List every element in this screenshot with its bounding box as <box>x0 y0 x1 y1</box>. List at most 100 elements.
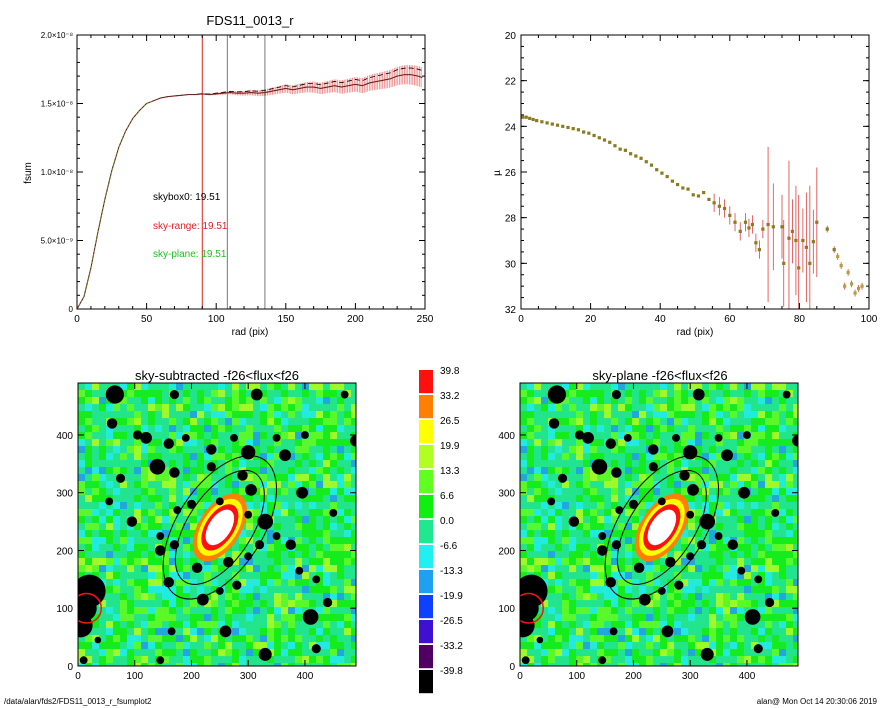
map-pixel <box>99 488 107 496</box>
map-pixel <box>120 642 128 650</box>
map-pixel <box>541 418 549 426</box>
map-pixel <box>569 390 577 398</box>
map-pixel <box>106 502 114 510</box>
map-pixel <box>155 593 163 601</box>
y-tick-label: 2.0×10⁻⁸ <box>41 31 73 40</box>
map-pixel <box>225 418 233 426</box>
map-pixel <box>716 551 724 559</box>
map-pixel <box>106 404 114 412</box>
map-pixel <box>583 488 591 496</box>
map-pixel <box>583 516 591 524</box>
map-pixel <box>625 593 633 601</box>
map-pixel <box>141 418 149 426</box>
map-pixel <box>99 404 107 412</box>
mu-point <box>639 156 643 160</box>
map-pixel <box>302 593 310 601</box>
map-pixel <box>316 565 324 573</box>
map-pixel <box>253 551 261 559</box>
map-pixel <box>709 481 717 489</box>
map-pixel <box>702 572 710 580</box>
map-pixel <box>548 509 556 517</box>
map-pixel <box>569 586 577 594</box>
map-pixel <box>183 649 191 657</box>
mu-point <box>722 206 727 211</box>
map-pixel <box>141 488 149 496</box>
map-pixel <box>520 425 528 433</box>
map-pixel <box>737 586 745 594</box>
map-pixel <box>92 656 100 664</box>
map-pixel <box>716 544 724 552</box>
map-pixel <box>239 572 247 580</box>
x-tick-label: 400 <box>739 671 756 682</box>
map-pixel <box>751 460 759 468</box>
map-pixel <box>611 621 619 629</box>
map-pixel <box>120 537 128 545</box>
map-pixel <box>793 523 798 531</box>
map-pixel <box>716 425 724 433</box>
map-pixel <box>576 530 584 538</box>
map-pixel <box>590 593 598 601</box>
map-pixel <box>148 523 156 531</box>
map-pixel <box>639 586 647 594</box>
map-pixel <box>534 649 542 657</box>
map-pixel <box>260 425 268 433</box>
map-pixel <box>113 621 121 629</box>
map-pixel <box>141 467 149 475</box>
map-pixel <box>779 481 787 489</box>
map-pixel <box>723 418 731 426</box>
map-pixel <box>660 446 668 454</box>
y-tick-label: 200 <box>56 546 73 557</box>
masked-source <box>792 434 798 447</box>
map-pixel <box>162 565 170 573</box>
map-pixel <box>183 607 191 615</box>
map-pixel <box>688 474 696 482</box>
map-pixel <box>667 579 675 587</box>
map-pixel <box>583 600 591 608</box>
map-pixel <box>576 593 584 601</box>
map-pixel <box>590 404 598 412</box>
map-pixel <box>765 523 773 531</box>
map-pixel <box>190 495 198 503</box>
map-pixel <box>225 439 233 447</box>
map-pixel <box>267 411 275 419</box>
map-pixel <box>667 383 675 391</box>
map-pixel <box>702 383 710 391</box>
map-pixel <box>555 572 563 580</box>
map-pixel <box>330 404 338 412</box>
map-pixel <box>660 432 668 440</box>
map-pixel <box>527 649 535 657</box>
map-pixel <box>695 649 703 657</box>
map-pixel <box>709 509 717 517</box>
map-pixel <box>716 397 724 405</box>
map-pixel <box>667 418 675 426</box>
map-pixel <box>681 383 689 391</box>
colorbar-swatch <box>419 645 433 669</box>
map-pixel <box>618 495 626 503</box>
map-pixel <box>267 600 275 608</box>
map-pixel <box>309 558 317 566</box>
map-pixel <box>569 551 577 559</box>
mu-point <box>555 123 560 127</box>
map-pixel <box>274 495 282 503</box>
masked-source <box>295 566 304 575</box>
map-pixel <box>211 621 219 629</box>
map-pixel <box>176 516 184 524</box>
map-pixel <box>779 537 787 545</box>
map-pixel <box>169 404 177 412</box>
map-pixel <box>744 439 752 447</box>
map-pixel <box>260 418 268 426</box>
map-pixel <box>744 425 752 433</box>
map-pixel <box>316 418 324 426</box>
mu-point <box>843 284 847 288</box>
map-pixel <box>288 628 296 636</box>
map-pixel <box>611 663 619 666</box>
map-pixel <box>576 474 584 482</box>
map-pixel <box>127 558 135 566</box>
map-pixel <box>590 411 598 419</box>
map-pixel <box>176 628 184 636</box>
map-pixel <box>576 397 584 405</box>
map-pixel <box>576 607 584 615</box>
map-pixel <box>169 656 177 664</box>
map-pixel <box>78 530 86 538</box>
